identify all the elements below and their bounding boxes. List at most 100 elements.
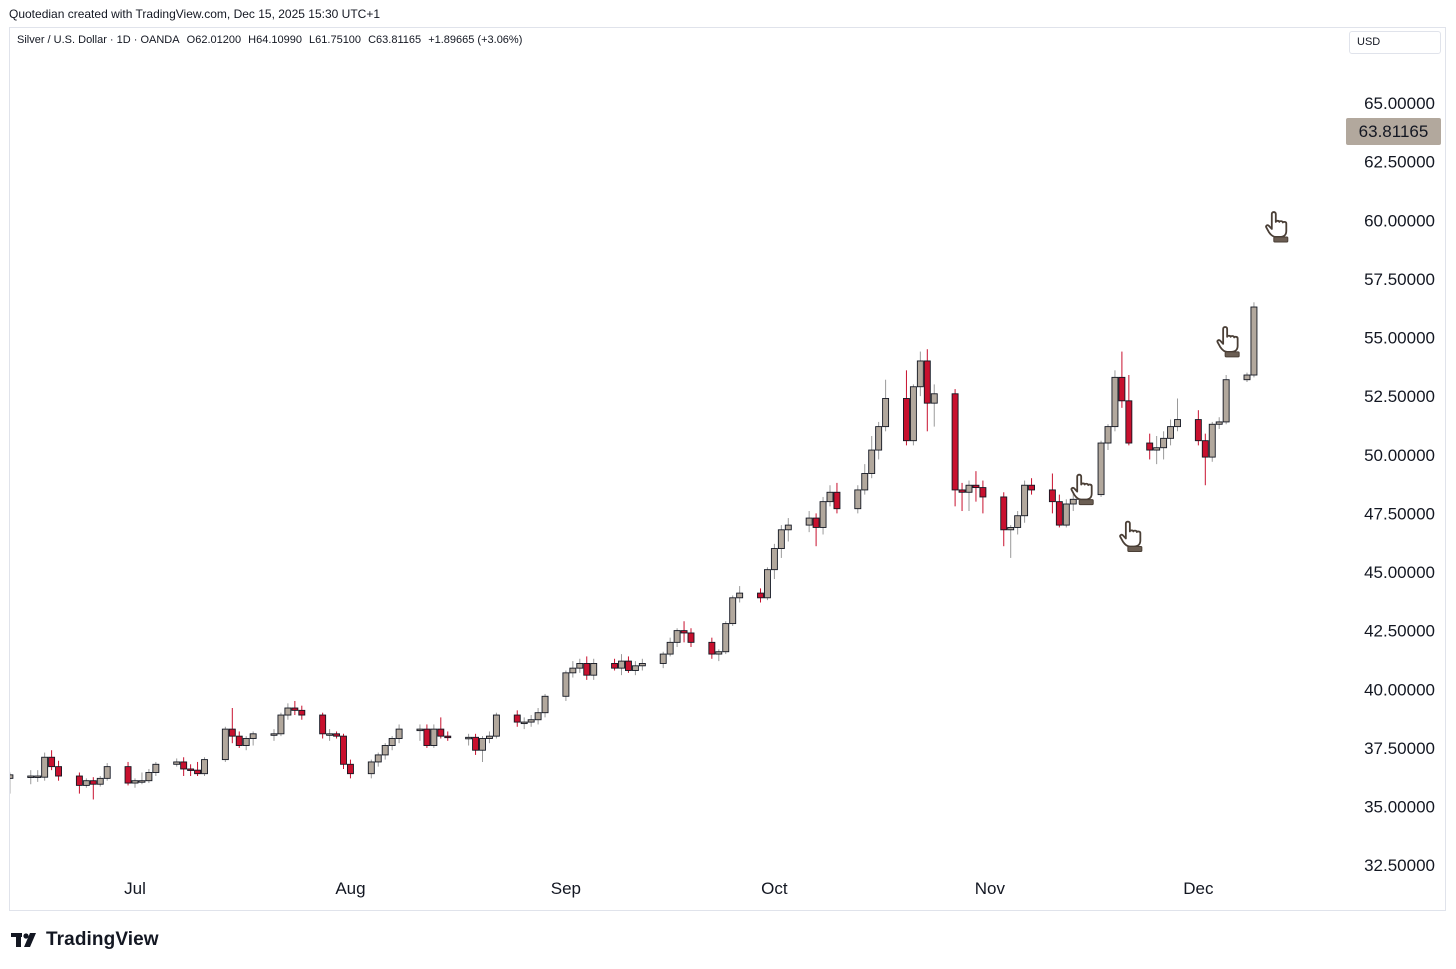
candle[interactable] <box>916 351 924 397</box>
candle[interactable] <box>55 760 62 781</box>
candle[interactable] <box>729 595 737 626</box>
candle[interactable] <box>326 729 334 741</box>
candle[interactable] <box>221 726 229 762</box>
candle[interactable] <box>527 715 535 727</box>
candle[interactable] <box>430 724 438 748</box>
candle[interactable] <box>638 658 646 671</box>
currency-button[interactable]: USD <box>1349 31 1441 54</box>
candle[interactable] <box>576 658 584 673</box>
candle[interactable] <box>833 482 841 514</box>
candle[interactable] <box>1028 478 1036 495</box>
candle[interactable] <box>1069 492 1077 512</box>
candle[interactable] <box>1104 424 1112 451</box>
candle[interactable] <box>249 731 257 746</box>
candle[interactable] <box>757 588 764 603</box>
candle[interactable] <box>416 724 424 741</box>
candle[interactable] <box>1055 494 1063 528</box>
candle[interactable] <box>347 759 354 779</box>
candle[interactable] <box>277 712 285 737</box>
candle[interactable] <box>541 693 549 718</box>
candle[interactable] <box>340 733 347 769</box>
candle[interactable] <box>291 700 299 716</box>
legend-symbol[interactable]: Silver / U.S. Dollar · 1D · OANDA <box>17 34 180 46</box>
candle[interactable] <box>1021 480 1029 523</box>
candle[interactable] <box>242 736 250 751</box>
candle[interactable] <box>228 708 236 744</box>
candle[interactable] <box>1146 433 1154 460</box>
candle[interactable] <box>673 628 681 648</box>
candle[interactable] <box>861 464 869 495</box>
candle[interactable] <box>611 658 618 671</box>
candle[interactable] <box>534 708 542 725</box>
candle[interactable] <box>958 482 966 512</box>
candle[interactable] <box>1194 410 1202 446</box>
candle[interactable] <box>124 761 132 786</box>
candle[interactable] <box>784 518 792 542</box>
candle[interactable] <box>903 370 910 446</box>
candle[interactable] <box>923 349 931 432</box>
candle[interactable] <box>41 752 49 781</box>
candle[interactable] <box>868 435 876 479</box>
candle[interactable] <box>152 761 160 777</box>
candle[interactable] <box>145 768 153 784</box>
candle[interactable] <box>333 731 340 739</box>
candle[interactable] <box>1222 375 1230 425</box>
candle[interactable] <box>1215 417 1223 429</box>
candle[interactable] <box>34 770 42 782</box>
candle[interactable] <box>7 772 14 794</box>
candle[interactable] <box>1167 419 1175 446</box>
candle[interactable] <box>201 757 208 777</box>
candle[interactable] <box>777 525 785 558</box>
candle[interactable] <box>1208 421 1216 462</box>
candle[interactable] <box>513 710 521 727</box>
candle[interactable] <box>319 712 327 739</box>
candle[interactable] <box>708 637 716 659</box>
candle[interactable] <box>812 513 820 547</box>
candle[interactable] <box>1014 511 1022 535</box>
candle[interactable] <box>1007 525 1015 558</box>
candle[interactable] <box>1000 492 1008 547</box>
candle[interactable] <box>1111 370 1119 432</box>
candle[interactable] <box>187 764 195 777</box>
candle[interactable] <box>235 731 243 748</box>
candle[interactable] <box>1048 473 1056 514</box>
candle[interactable] <box>631 661 639 676</box>
candle[interactable] <box>666 637 674 657</box>
candle[interactable] <box>972 471 980 502</box>
candle[interactable] <box>270 729 278 741</box>
candle[interactable] <box>764 567 771 601</box>
candle[interactable] <box>138 772 146 785</box>
candle[interactable] <box>27 770 35 785</box>
candle[interactable] <box>722 621 730 655</box>
candle[interactable] <box>103 763 111 781</box>
candle[interactable] <box>75 772 83 794</box>
candle[interactable] <box>805 511 813 533</box>
candle[interactable] <box>48 750 56 771</box>
candle[interactable] <box>875 421 883 460</box>
candle[interactable] <box>96 776 104 787</box>
candle[interactable] <box>284 703 292 720</box>
candle[interactable] <box>395 724 403 744</box>
candle[interactable] <box>437 717 445 739</box>
candle[interactable] <box>1153 435 1161 465</box>
candle[interactable] <box>1125 375 1133 446</box>
candle[interactable] <box>1160 431 1168 460</box>
candle[interactable] <box>82 778 90 788</box>
candle[interactable] <box>423 724 431 748</box>
candle[interactable] <box>979 480 987 514</box>
candle[interactable] <box>374 752 382 767</box>
candle[interactable] <box>854 485 862 514</box>
candle[interactable] <box>1118 351 1126 408</box>
candle[interactable] <box>180 757 188 777</box>
candle[interactable] <box>951 389 959 507</box>
candle[interactable] <box>381 743 389 760</box>
candle[interactable] <box>930 384 938 427</box>
candle[interactable] <box>659 651 667 669</box>
candle[interactable] <box>715 649 723 662</box>
candle[interactable] <box>194 761 202 777</box>
candle[interactable] <box>173 758 181 767</box>
candle[interactable] <box>388 736 396 751</box>
candle[interactable] <box>486 731 493 744</box>
candle[interactable] <box>465 733 473 746</box>
